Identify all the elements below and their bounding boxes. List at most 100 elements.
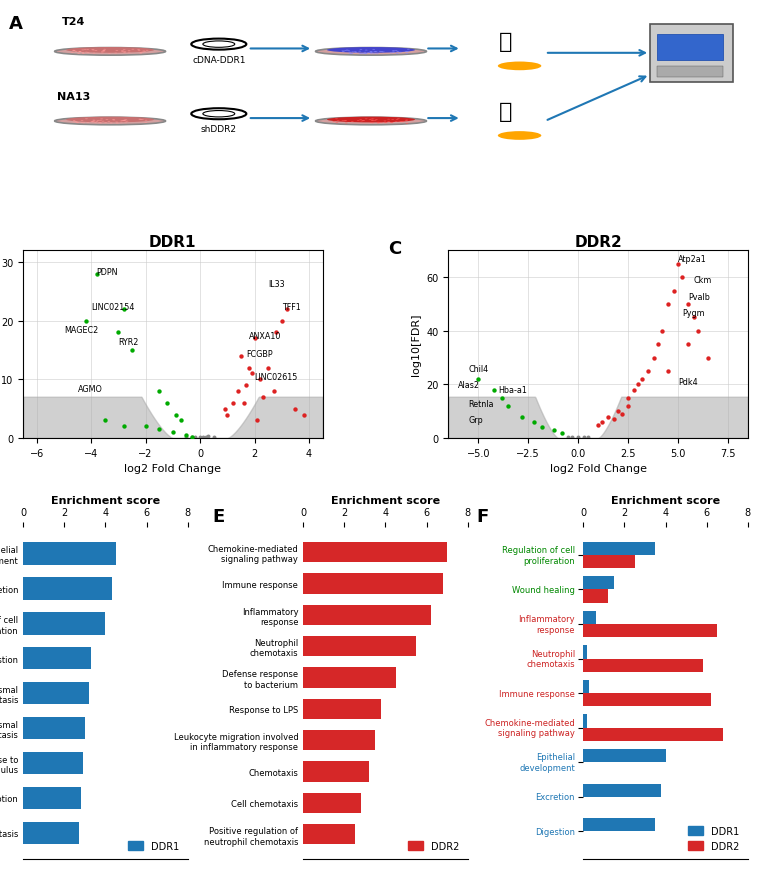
Point xyxy=(268,385,280,399)
Text: A: A xyxy=(8,15,22,32)
Point xyxy=(622,391,635,405)
Ellipse shape xyxy=(327,48,415,53)
Point xyxy=(596,416,608,430)
Point xyxy=(566,431,578,445)
Text: Pygm: Pygm xyxy=(682,309,705,317)
Point xyxy=(616,408,628,422)
Point xyxy=(90,267,103,282)
Point xyxy=(648,351,660,365)
Text: Retnla: Retnla xyxy=(468,399,494,409)
Point xyxy=(582,430,594,444)
Bar xyxy=(303,761,369,781)
Text: Pdk4: Pdk4 xyxy=(678,378,698,387)
Text: RYR2: RYR2 xyxy=(119,338,139,346)
Bar xyxy=(583,624,717,638)
Title: Enrichment score: Enrichment score xyxy=(331,496,440,505)
Bar xyxy=(583,749,665,762)
Point xyxy=(221,408,234,422)
Text: Ckm: Ckm xyxy=(694,276,712,285)
Point xyxy=(536,421,548,435)
Point xyxy=(692,324,704,339)
Point xyxy=(496,391,508,405)
Ellipse shape xyxy=(315,118,426,125)
X-axis label: log2 Fold Change: log2 Fold Change xyxy=(124,464,221,474)
Bar xyxy=(583,555,635,568)
Point xyxy=(516,410,528,424)
Bar xyxy=(303,824,355,845)
Bar xyxy=(23,612,106,635)
Point xyxy=(688,311,700,325)
Title: DDR2: DDR2 xyxy=(574,235,622,250)
Bar xyxy=(583,542,655,555)
Point xyxy=(592,418,604,432)
Point xyxy=(612,404,625,418)
Bar xyxy=(583,659,702,672)
Text: Chemokine-mediated
signaling pathway: Chemokine-mediated signaling pathway xyxy=(484,718,575,738)
Text: shDDR2: shDDR2 xyxy=(200,125,237,134)
Text: TFF1: TFF1 xyxy=(281,303,301,311)
Text: Inflammatory
response: Inflammatory response xyxy=(518,615,575,634)
Point xyxy=(289,403,301,417)
Text: Pvalb: Pvalb xyxy=(688,292,710,301)
Circle shape xyxy=(498,132,541,140)
Text: NA13: NA13 xyxy=(57,92,90,102)
Point xyxy=(153,423,166,437)
Point xyxy=(180,431,193,445)
Point xyxy=(186,431,198,445)
Point xyxy=(642,365,655,379)
Bar xyxy=(583,715,588,728)
Bar xyxy=(303,605,431,625)
Bar xyxy=(657,67,722,78)
Text: ANXA10: ANXA10 xyxy=(249,332,281,341)
Point xyxy=(232,385,244,399)
Bar xyxy=(23,542,116,565)
Point xyxy=(488,383,500,397)
Text: 🐁: 🐁 xyxy=(498,32,512,52)
Point xyxy=(636,373,648,387)
Point xyxy=(262,361,274,375)
Point xyxy=(246,367,258,381)
Point xyxy=(668,284,680,298)
Bar xyxy=(303,667,396,688)
Point xyxy=(140,420,152,434)
Point xyxy=(556,426,568,440)
Point xyxy=(275,314,288,328)
Bar xyxy=(23,682,89,704)
Point xyxy=(656,324,668,339)
Text: LINC02615: LINC02615 xyxy=(254,373,298,381)
Text: Epithelial
development: Epithelial development xyxy=(519,752,575,772)
Point xyxy=(200,431,212,445)
Point xyxy=(702,351,714,365)
Point xyxy=(241,379,253,393)
Text: Digestion: Digestion xyxy=(535,827,575,836)
Point xyxy=(79,314,92,328)
Point xyxy=(672,258,684,272)
Text: E: E xyxy=(213,507,225,525)
Point xyxy=(180,429,193,443)
Bar xyxy=(657,35,722,61)
Point xyxy=(118,303,130,317)
Point xyxy=(126,344,138,358)
Text: FCGBP: FCGBP xyxy=(247,350,273,359)
Ellipse shape xyxy=(66,48,154,53)
Point xyxy=(197,431,209,445)
Point xyxy=(632,378,645,392)
X-axis label: log2 Fold Change: log2 Fold Change xyxy=(550,464,647,474)
Point xyxy=(682,338,694,352)
Point xyxy=(548,424,561,438)
Title: DDR1: DDR1 xyxy=(149,235,197,250)
Point xyxy=(528,416,540,430)
Text: F: F xyxy=(476,507,488,525)
Point xyxy=(99,414,111,428)
Bar xyxy=(583,590,608,602)
Point xyxy=(207,431,220,445)
Ellipse shape xyxy=(327,118,415,124)
Bar xyxy=(583,728,723,741)
Text: T24: T24 xyxy=(62,17,86,27)
Bar xyxy=(303,574,443,594)
Point xyxy=(243,361,255,375)
Bar xyxy=(583,681,589,694)
Point xyxy=(237,396,250,410)
Point xyxy=(161,396,173,410)
Ellipse shape xyxy=(315,48,426,56)
